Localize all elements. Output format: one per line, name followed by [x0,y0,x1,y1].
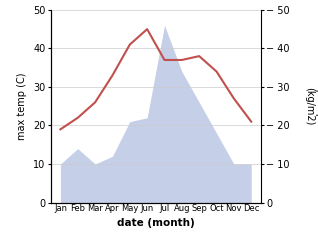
Y-axis label: max temp (C): max temp (C) [17,72,27,140]
X-axis label: date (month): date (month) [117,219,195,228]
Y-axis label: med. precipitation
(kg/m2): med. precipitation (kg/m2) [304,62,318,151]
